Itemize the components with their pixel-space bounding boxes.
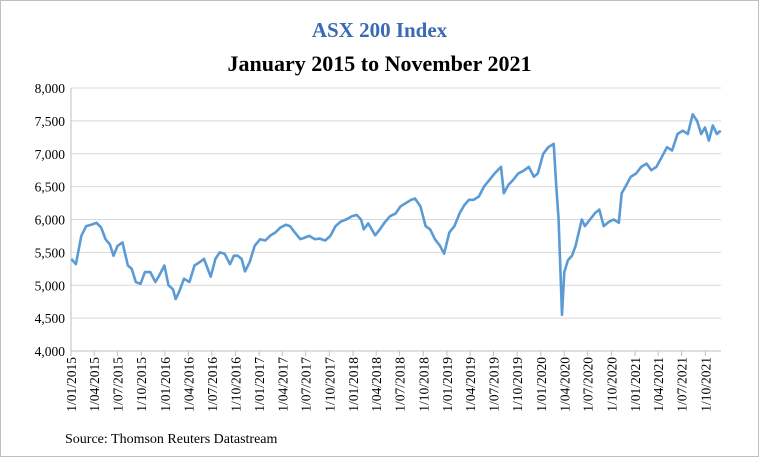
x-tick-label: 1/01/2016 <box>158 357 173 412</box>
y-tick-label: 5,500 <box>35 245 66 260</box>
x-tick-label: 1/10/2019 <box>510 357 525 412</box>
y-tick-label: 8,000 <box>35 81 66 96</box>
x-tick-label: 1/04/2016 <box>181 357 196 412</box>
y-tick-label: 6,500 <box>35 180 66 195</box>
x-tick-label: 1/10/2017 <box>322 357 337 412</box>
x-tick-label: 1/04/2019 <box>463 357 478 412</box>
x-tick-label: 1/01/2019 <box>440 357 455 412</box>
x-tick-label: 1/10/2015 <box>134 357 149 412</box>
x-tick-label: 1/07/2016 <box>205 357 220 412</box>
x-tick-label: 1/07/2021 <box>675 357 690 412</box>
series-layer <box>70 113 722 317</box>
x-tick-label: 1/07/2015 <box>111 357 126 412</box>
y-tick-label: 4,500 <box>35 311 66 326</box>
x-tick-label: 1/10/2020 <box>604 357 619 412</box>
x-tick-label: 1/04/2020 <box>557 357 572 412</box>
x-tick-label: 1/07/2019 <box>487 357 502 412</box>
x-tick-label: 1/04/2017 <box>275 357 290 412</box>
y-tick-label: 7,000 <box>35 147 66 162</box>
source-note: Source: Thomson Reuters Datastream <box>65 432 278 447</box>
y-tick-labels: 4,000 4,500 5,000 5,500 6,000 6,500 7,000 7,500… <box>35 81 66 359</box>
x-tick-label: 1/01/2015 <box>64 357 79 412</box>
chart-title: ASX 200 Index <box>311 18 448 42</box>
x-tick-label: 1/01/2021 <box>628 357 643 412</box>
axes <box>70 88 721 356</box>
x-tick-label: 1/10/2021 <box>698 357 713 412</box>
x-tick-label: 1/01/2018 <box>346 357 361 412</box>
x-tick-label: 1/04/2021 <box>651 357 666 412</box>
y-tick-label: 4,000 <box>35 344 66 359</box>
chart-subtitle: January 2015 to November 2021 <box>227 51 532 76</box>
series-line <box>70 113 722 317</box>
x-tick-label: 1/01/2020 <box>534 357 549 412</box>
x-tick-labels: 1/01/2015 1/04/2015 1/07/2015 1/10/2015 1/01… <box>64 357 713 412</box>
x-tick-label: 1/07/2017 <box>299 357 314 412</box>
y-tick-label: 5,000 <box>35 278 66 293</box>
x-tick-label: 1/01/2017 <box>252 357 267 412</box>
gridlines <box>71 87 721 319</box>
x-tick-label: 1/10/2016 <box>228 357 243 412</box>
x-tick-label: 1/07/2020 <box>581 357 596 412</box>
y-tick-label: 6,000 <box>35 213 66 228</box>
x-tick-label: 1/04/2018 <box>369 357 384 412</box>
x-tick-label: 1/04/2015 <box>87 357 102 412</box>
x-tick-label: 1/07/2018 <box>393 357 408 412</box>
x-tick-label: 1/10/2018 <box>416 357 431 412</box>
y-tick-label: 7,500 <box>35 114 66 129</box>
